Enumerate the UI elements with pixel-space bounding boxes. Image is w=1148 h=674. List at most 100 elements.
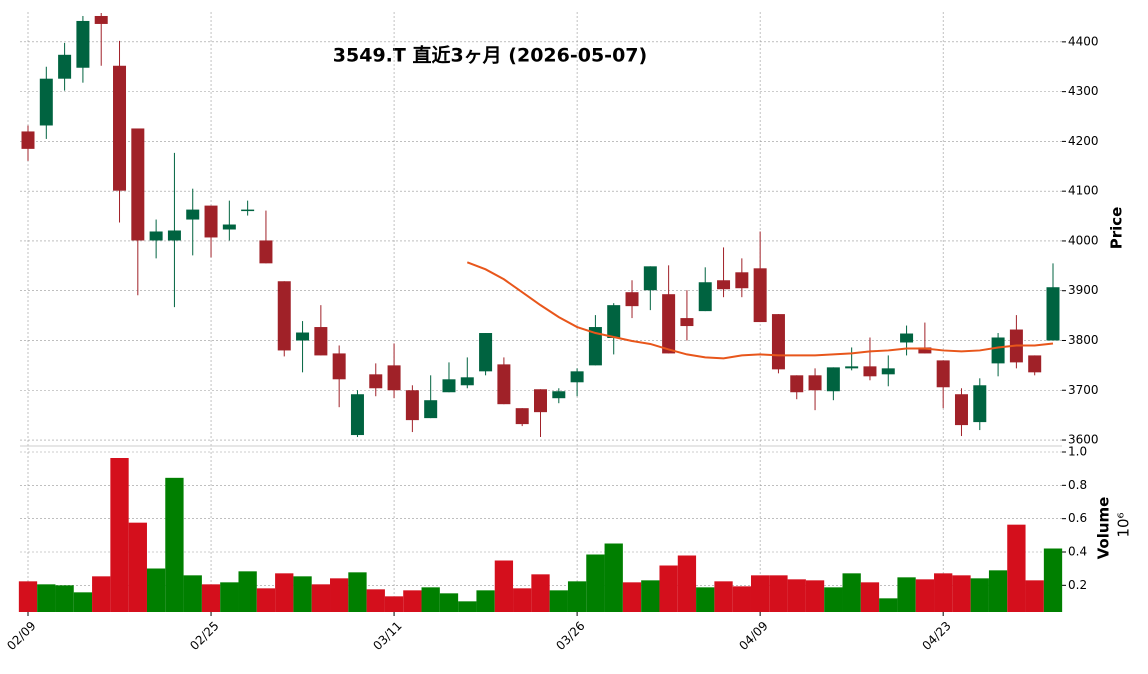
candle-body <box>369 374 383 389</box>
candle-body <box>534 389 547 413</box>
candle-body <box>991 337 1005 364</box>
volume-bar <box>805 580 825 612</box>
volume-bar <box>677 555 697 612</box>
volume-bar <box>750 575 770 612</box>
volume-bar <box>476 590 495 612</box>
volume-bar <box>293 576 312 612</box>
y-tick-label: 4000 <box>1068 233 1099 247</box>
volume-bar <box>641 580 660 612</box>
candle-body <box>186 209 200 220</box>
x-tick-label: 03/11 <box>370 619 404 653</box>
x-tick-label: 02/09 <box>4 619 38 653</box>
candle-body <box>973 385 987 423</box>
volume-bar <box>1043 548 1063 612</box>
volume-bar <box>1025 580 1044 612</box>
volume-bar <box>275 573 294 612</box>
y-tick-label: 4400 <box>1068 34 1099 48</box>
candle-body <box>936 360 950 388</box>
candle-body <box>113 65 127 191</box>
candle-body <box>58 54 72 79</box>
candle-body <box>222 224 236 230</box>
volume-bar <box>1007 524 1026 612</box>
candle-body <box>277 281 291 351</box>
candle-body <box>717 280 731 290</box>
candle-body <box>552 391 566 399</box>
candle-body <box>790 375 804 393</box>
volume-bar <box>586 554 605 612</box>
candle-body <box>607 305 621 338</box>
volume-tick-label: 0.8 <box>1068 478 1087 492</box>
candle-body <box>460 377 474 386</box>
volume-tick-label: 0.2 <box>1068 578 1087 592</box>
candle-body <box>845 366 859 369</box>
y-tick-label: 4200 <box>1068 134 1099 148</box>
candle-body <box>680 318 694 327</box>
x-tick-label: 03/26 <box>553 619 587 653</box>
volume-bar <box>659 565 678 612</box>
volume-bar <box>696 587 715 612</box>
candle-body <box>497 364 511 405</box>
volume-bar <box>201 584 221 612</box>
volume-bar <box>92 576 111 612</box>
volume-bar <box>348 572 367 612</box>
volume-bar <box>934 573 953 612</box>
candle-body <box>515 408 529 425</box>
volume-bar <box>439 593 459 612</box>
volume-bar <box>73 592 93 612</box>
x-tick-label: 04/23 <box>919 619 953 653</box>
volume-bar <box>18 581 38 612</box>
volume-tick-label: 0.4 <box>1068 545 1087 559</box>
candle-body <box>881 368 895 375</box>
volume-bar <box>256 588 276 612</box>
y-tick-label: 3900 <box>1068 283 1099 297</box>
candle-body <box>753 268 767 323</box>
candle-body <box>259 240 273 264</box>
candle-body <box>570 371 584 383</box>
y-tick-label: 3700 <box>1068 383 1099 397</box>
candle-body <box>39 78 53 126</box>
candle-body <box>167 230 181 241</box>
volume-bar <box>513 588 532 612</box>
volume-bar <box>549 590 568 612</box>
candle-body <box>76 20 90 68</box>
volume-bar <box>366 589 385 612</box>
y-axis-label: Price <box>1108 207 1126 250</box>
x-tick-label: 02/25 <box>187 619 221 653</box>
volume-bar <box>311 584 331 612</box>
y-tick-label: 4300 <box>1068 84 1099 98</box>
candle-body <box>94 15 108 24</box>
grid <box>20 12 1062 612</box>
y-tick-label: 3800 <box>1068 333 1099 347</box>
volume-bar <box>384 596 404 612</box>
candle-body <box>241 209 255 212</box>
volume-bar <box>165 477 184 612</box>
volume-bar <box>915 579 935 612</box>
volume-bar <box>330 578 349 612</box>
volume-bar <box>494 560 514 612</box>
volume-bar <box>183 575 202 612</box>
candle-body <box>698 282 712 312</box>
volume-tick-label: 0.6 <box>1068 511 1087 525</box>
volume-bar <box>37 584 56 612</box>
volume-bar <box>604 543 623 612</box>
candle-body <box>21 131 35 149</box>
candle-body <box>1028 355 1042 373</box>
volume-bar <box>842 573 861 612</box>
candle-body <box>954 394 968 426</box>
volume-bar <box>988 570 1008 612</box>
candle-body <box>735 272 749 289</box>
volume-bar <box>952 575 971 612</box>
volume-bar <box>732 586 751 612</box>
volume-bar <box>970 578 989 612</box>
candle-body <box>808 375 822 391</box>
volume-axis-label: Volume <box>1095 497 1113 560</box>
volume-bar <box>787 579 806 612</box>
candle-body <box>863 366 877 377</box>
candle-body <box>625 292 639 307</box>
candle-body <box>405 390 419 421</box>
volume-bar <box>824 587 843 612</box>
candle-body <box>332 353 346 380</box>
y-tick-label: 3600 <box>1068 433 1099 447</box>
candle-body <box>149 231 163 241</box>
